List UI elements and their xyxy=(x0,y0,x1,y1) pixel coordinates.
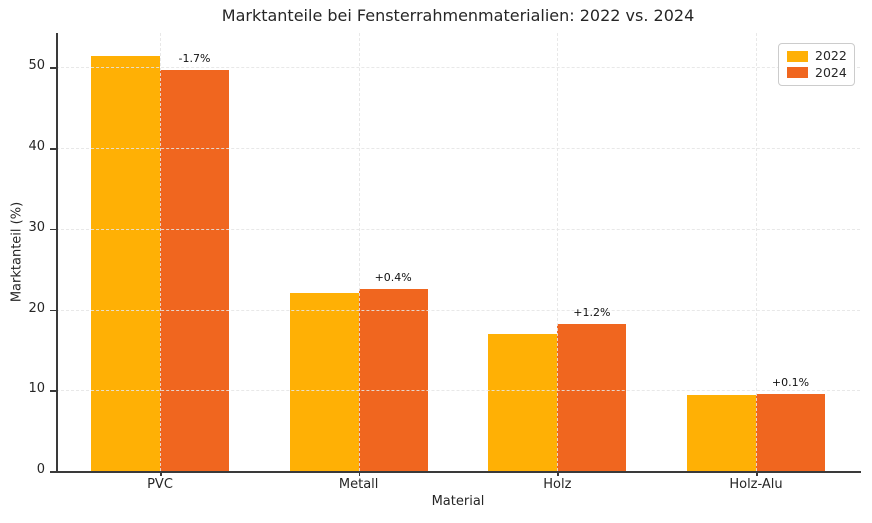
x-tick-mark xyxy=(557,471,559,476)
y-tick-mark xyxy=(50,228,56,231)
x-axis-spine xyxy=(56,471,861,473)
y-axis-spine xyxy=(56,33,58,471)
x-tick-label: PVC xyxy=(147,477,173,492)
gridline-vertical xyxy=(557,33,559,471)
gridline-horizontal xyxy=(56,67,860,69)
bar-delta-annotation: -1.7% xyxy=(178,51,211,65)
x-tick-mark xyxy=(160,471,162,476)
x-tick-label: Holz xyxy=(543,477,572,492)
gridline-horizontal xyxy=(56,148,860,150)
chart-title: Marktanteile bei Fensterrahmenmaterialie… xyxy=(221,6,695,25)
gridline-vertical xyxy=(160,33,161,471)
legend-swatch-2024 xyxy=(787,67,808,79)
x-axis-label: Material xyxy=(431,494,485,509)
y-tick-mark xyxy=(50,148,56,150)
bar-delta-annotation: +0.1% xyxy=(771,376,810,390)
bar-2024-holz-alu xyxy=(756,394,825,471)
bar-2024-pvc xyxy=(160,69,229,471)
y-tick-label: 10 xyxy=(28,381,45,397)
bar-delta-annotation: +1.2% xyxy=(573,306,611,320)
gridline-horizontal xyxy=(56,309,860,311)
bar-delta-annotation: +0.4% xyxy=(374,271,412,285)
bar-2022-pvc xyxy=(91,56,160,471)
gridline-horizontal xyxy=(56,390,860,392)
x-tick-mark xyxy=(358,471,361,476)
legend: 2022 2024 xyxy=(778,43,855,86)
bar-2024-holz xyxy=(557,324,627,471)
legend-item-2022: 2022 xyxy=(787,48,847,63)
y-tick-mark xyxy=(50,390,56,392)
gridline-horizontal xyxy=(56,228,860,230)
y-tick-label: 30 xyxy=(28,219,45,235)
legend-label: 2022 xyxy=(815,48,847,63)
gridline-vertical xyxy=(358,33,360,471)
legend-item-2024: 2024 xyxy=(787,64,847,80)
y-tick-mark xyxy=(50,309,56,312)
y-tick-label: 20 xyxy=(28,300,45,316)
y-tick-mark xyxy=(50,471,56,473)
legend-label: 2024 xyxy=(815,64,847,80)
x-tick-label: Holz-Alu xyxy=(729,477,783,492)
x-tick-label: Metall xyxy=(338,477,379,492)
x-tick-mark xyxy=(756,471,758,476)
legend-swatch-2022 xyxy=(787,50,808,62)
gridline-vertical xyxy=(756,33,757,471)
y-tick-label: 40 xyxy=(28,139,45,155)
bar-2022-metall xyxy=(289,292,359,471)
bar-2024-metall xyxy=(358,289,428,471)
y-tick-label: 0 xyxy=(36,462,45,477)
y-tick-label: 50 xyxy=(28,58,45,74)
y-tick-mark xyxy=(50,67,56,69)
bar-2022-holz xyxy=(488,333,558,471)
bar-2022-holz-alu xyxy=(687,395,756,471)
